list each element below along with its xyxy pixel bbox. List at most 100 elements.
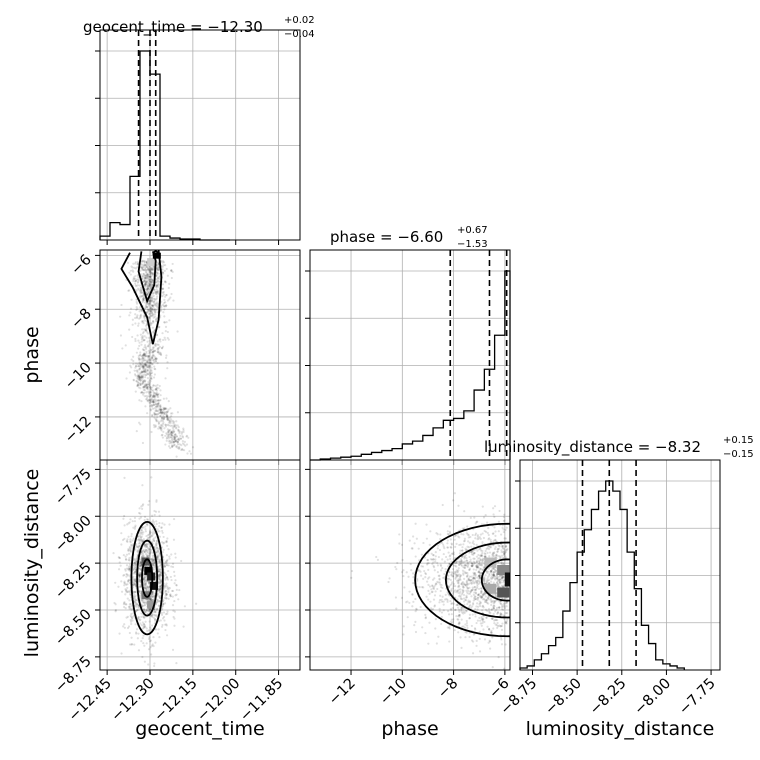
sample-point [175,593,178,596]
sample-point [466,583,469,586]
sample-point [497,606,501,609]
sample-point [482,615,485,618]
sample-point [139,288,142,292]
sample-point [481,505,484,508]
sample-point [139,573,142,576]
sample-point [481,593,485,596]
sample-point [472,576,475,579]
sample-point [496,625,500,628]
sample-point [159,560,162,564]
sample-point [156,292,159,295]
sample-point [427,568,430,571]
sample-point [453,535,456,538]
sample-point [448,577,451,580]
sample-point [446,542,449,545]
sample-point [149,550,152,553]
sample-point [494,539,497,542]
sample-point [128,546,131,549]
sample-point [429,600,432,603]
sample-point [133,590,137,593]
sample-point [163,301,166,305]
sample-point [466,583,469,587]
sample-point [136,274,139,277]
sample-point [149,358,152,361]
sample-point [468,605,471,608]
sample-point [141,266,144,270]
sample-point [139,376,143,379]
sample-point [143,344,147,347]
sample-point [173,440,176,443]
sample-point [180,448,183,452]
sample-point [155,500,158,503]
sample-point [476,598,479,601]
sample-point [155,409,158,413]
sample-point [165,597,168,600]
sample-point [154,304,157,307]
sample-point [500,561,503,564]
sample-point [441,566,444,570]
sample-point [147,391,150,394]
sample-point [504,545,508,548]
sample-point [164,434,167,437]
sample-point [135,289,138,292]
sample-point [160,608,163,611]
sample-point [150,299,153,302]
sample-point [472,574,475,577]
sample-point [153,396,157,399]
sample-point [149,301,152,304]
sample-point [473,598,477,601]
sample-point [149,299,152,303]
sample-point [151,413,154,417]
sample-point [474,579,477,582]
sample-point [154,510,158,513]
sample-point [157,347,160,350]
sample-point [483,597,486,600]
sample-point [137,649,141,652]
sample-point [458,552,461,555]
sample-point [479,604,482,608]
sample-point [183,605,186,608]
sample-point [140,551,144,554]
sample-point [144,611,148,614]
sample-point [146,361,149,364]
sample-point [132,526,135,529]
sample-point [160,412,163,416]
sample-point [143,601,146,604]
sample-point [164,572,167,575]
sample-point [416,579,419,582]
sample-point [164,338,167,341]
sample-point [158,530,161,533]
sample-point [483,620,486,624]
sample-point [161,291,164,294]
sample-point [167,445,171,448]
sample-point [172,299,175,302]
sample-point [430,607,433,610]
sample-point [483,638,487,641]
sample-point [458,613,461,617]
sample-point [134,316,137,320]
sample-point [504,621,508,625]
sample-point [152,636,155,639]
sample-point [163,427,166,430]
sample-point [158,574,161,577]
sample-point [120,303,123,307]
sample-point [125,572,128,576]
sample-point [152,300,156,304]
sample-point [139,382,142,385]
sample-point [144,283,147,287]
sample-point [423,569,426,573]
sample-point [418,586,421,589]
sample-point [149,386,152,389]
sample-point [475,560,478,564]
sample-point [158,564,161,567]
sample-point [148,401,151,404]
sample-point [480,596,483,599]
sample-point [138,591,141,594]
sample-point [149,386,152,389]
sample-point [163,596,166,599]
sample-point [463,564,466,567]
sample-point [503,519,506,522]
sample-point [160,306,163,309]
sample-point [471,564,474,567]
sample-point [144,329,147,332]
